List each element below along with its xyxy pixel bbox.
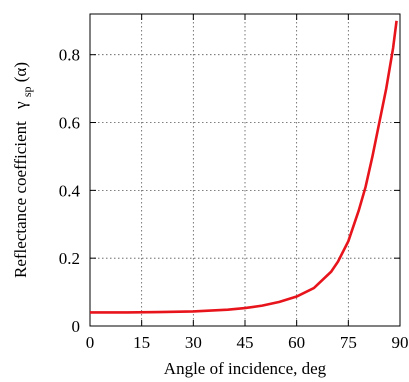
y-tick-label: 0.6 bbox=[59, 114, 80, 133]
y-axis-label-main: Reflectance coefficient bbox=[11, 121, 30, 278]
x-tick-label: 0 bbox=[86, 333, 95, 352]
reflectance-curve bbox=[90, 20, 398, 314]
grid bbox=[90, 14, 400, 326]
x-tick-label: 90 bbox=[392, 333, 409, 352]
y-tick-label: 0.2 bbox=[59, 249, 80, 268]
x-tick-label: 60 bbox=[288, 333, 305, 352]
x-axis-label: Angle of incidence, deg bbox=[164, 359, 327, 378]
y-axis-label: Reflectance coefficient γ sp (α) bbox=[11, 62, 35, 278]
y-tick-label: 0 bbox=[72, 317, 81, 336]
x-ticks: 0 15 30 45 60 75 90 bbox=[86, 14, 409, 352]
y-ticks: 0 0.2 0.4 0.6 0.8 bbox=[59, 46, 400, 336]
x-tick-label: 15 bbox=[133, 333, 150, 352]
x-tick-label: 30 bbox=[185, 333, 202, 352]
y-axis-label-subscript: sp bbox=[20, 86, 34, 97]
x-tick-label: 75 bbox=[340, 333, 357, 352]
y-tick-label: 0.4 bbox=[59, 181, 81, 200]
x-tick-label: 45 bbox=[237, 333, 254, 352]
y-axis-label-symbol: γ bbox=[11, 101, 30, 110]
y-tick-label: 0.8 bbox=[59, 46, 80, 65]
y-axis-label-argument: (α) bbox=[11, 62, 30, 82]
